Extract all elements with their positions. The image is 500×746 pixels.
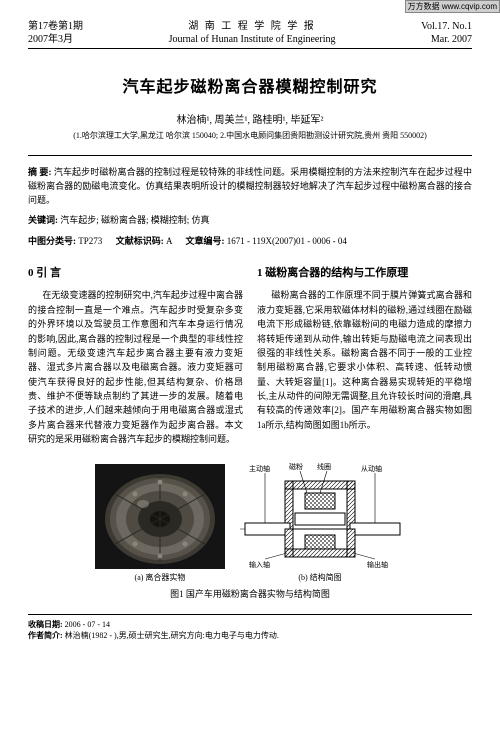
author-bio-label: 作者简介: (28, 631, 63, 640)
footer: 收稿日期: 2006 - 07 - 14 作者简介: 林治楠(1982 - ),… (28, 614, 472, 641)
abstract-text: 汽车起步时磁粉离合器的控制过程是较特殊的非线性问题。采用模糊控制的方法来控制汽车… (28, 167, 472, 205)
class-label: 中图分类号: (28, 236, 76, 246)
section-1-body: 磁粉离合器的工作原理不同于膜片弹簧式离合器和液力变矩器,它采用软磁体材料的磁粉,… (257, 288, 472, 432)
left-column: 0 引 言 在无级变速器的控制研究中,汽车起步过程中离合器的接合控制一直是一个难… (28, 261, 243, 449)
figure-1: (a) 离合器实物 (28, 459, 472, 583)
figure-1b: 主动轴 磁粉 线圈 从动轴 输入轴 输出轴 (b) 结构简图 (235, 459, 405, 583)
date-en: Mar. 2007 (421, 33, 472, 46)
diagram-label-xianquan: 线圈 (317, 462, 331, 471)
section-1-heading: 1 磁粉离合器的结构与工作原理 (257, 265, 472, 283)
diagram-label-shuru: 输入轴 (249, 560, 270, 569)
running-header: 第17卷第1期 2007年3月 湖 南 工 程 学 院 学 报 Journal … (28, 20, 472, 49)
diagram-label-shuchu: 输出轴 (367, 560, 388, 569)
date-cn: 2007年3月 (28, 33, 83, 46)
right-column: 1 磁粉离合器的结构与工作原理 磁粉离合器的工作原理不同于膜片弹簧式离合器和液力… (257, 261, 472, 449)
section-0-body: 在无级变速器的控制研究中,汽车起步过程中离合器的接合控制一直是一个难点。汽车起步… (28, 288, 243, 446)
diagram-label-cifen: 磁粉 (289, 462, 303, 471)
journal-name-en: Journal of Hunan Institute of Engineerin… (169, 33, 336, 46)
abstract: 摘 要: 汽车起步时磁粉离合器的控制过程是较特殊的非线性问题。采用模糊控制的方法… (28, 166, 472, 208)
classification-line: 中图分类号: TP273 文献标识码: A 文章编号: 1671 - 119X(… (28, 234, 472, 247)
figure-1-caption: 图1 国产车用磁粉离合器实物与结构简图 (28, 587, 472, 600)
clutch-diagram: 主动轴 磁粉 线圈 从动轴 输入轴 输出轴 (235, 459, 405, 569)
article-title: 汽车起步磁粉离合器模糊控制研究 (28, 73, 472, 97)
body-columns: 0 引 言 在无级变速器的控制研究中,汽车起步过程中离合器的接合控制一直是一个难… (28, 261, 472, 449)
author-bio: 作者简介: 林治楠(1982 - ),男,硕士研究生,研究方向:电力电子与电力传… (28, 630, 472, 641)
authors-line: 林治楠¹, 周美兰¹, 路桂明¹, 毕延军² (28, 111, 472, 126)
journal-name-cn: 湖 南 工 程 学 院 学 报 (169, 20, 336, 33)
author-bio-value: 林治楠(1982 - ),男,硕士研究生,研究方向:电力电子与电力传动. (65, 631, 279, 640)
clutch-photo (95, 464, 225, 569)
artno-value: 1671 - 119X(2007)01 - 0006 - 04 (227, 236, 347, 246)
received-date: 收稿日期: 2006 - 07 - 14 (28, 619, 472, 630)
diagram-label-zhudong: 主动轴 (249, 464, 270, 473)
divider (28, 155, 472, 156)
affiliations: (1.哈尔滨理工大学,黑龙江 哈尔滨 150040; 2.中国水电顾问集团贵阳勘… (28, 130, 472, 141)
class-value: TP273 (78, 236, 102, 246)
vol-issue-cn: 第17卷第1期 (28, 20, 83, 33)
section-0-heading: 0 引 言 (28, 265, 243, 283)
header-center: 湖 南 工 程 学 院 学 报 Journal of Hunan Institu… (169, 20, 336, 46)
diagram-label-congdong: 从动轴 (361, 464, 382, 473)
doctype-label: 文献标识码: (116, 236, 164, 246)
source-watermark: 万方数据 www.cqvip.com (405, 0, 500, 13)
figure-1a: (a) 离合器实物 (95, 464, 225, 583)
header-right: Vol.17. No.1 Mar. 2007 (421, 20, 472, 46)
vol-issue-en: Vol.17. No.1 (421, 20, 472, 33)
abstract-label: 摘 要: (28, 167, 52, 177)
keywords: 关键词: 汽车起步; 磁粉离合器; 模糊控制; 仿真 (28, 214, 472, 228)
doctype-value: A (166, 236, 172, 246)
keywords-label: 关键词: (28, 215, 58, 225)
figure-1b-caption: (b) 结构简图 (235, 572, 405, 583)
received-value: 2006 - 07 - 14 (65, 620, 110, 629)
figure-1a-caption: (a) 离合器实物 (95, 572, 225, 583)
received-label: 收稿日期: (28, 620, 63, 629)
page: 第17卷第1期 2007年3月 湖 南 工 程 学 院 学 报 Journal … (0, 0, 500, 661)
header-left: 第17卷第1期 2007年3月 (28, 20, 83, 46)
keywords-text: 汽车起步; 磁粉离合器; 模糊控制; 仿真 (60, 215, 209, 225)
artno-label: 文章编号: (186, 236, 225, 246)
